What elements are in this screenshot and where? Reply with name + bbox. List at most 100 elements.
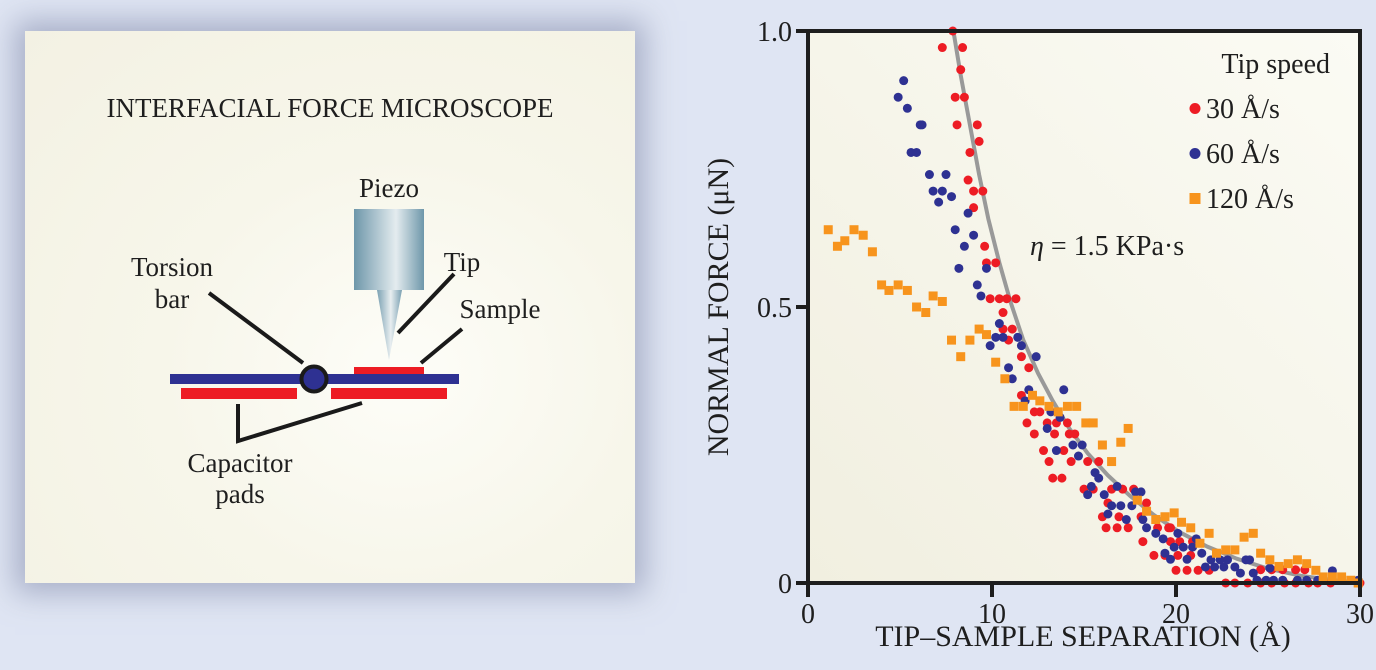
legend-marker: [1189, 193, 1201, 204]
data-point: [934, 197, 944, 207]
data-point: [899, 76, 909, 86]
data-point: [972, 120, 982, 130]
y-tick-label: 0: [778, 569, 792, 600]
data-point: [1204, 528, 1214, 538]
fit-curve: [951, 30, 1361, 585]
data-point: [1256, 565, 1266, 575]
data-point: [1193, 565, 1203, 575]
data-point: [937, 186, 947, 196]
data-point: [1265, 555, 1275, 565]
data-point: [963, 208, 973, 218]
label-torsion-line2: bar: [155, 284, 189, 314]
data-point: [1239, 532, 1249, 542]
data-point: [823, 225, 833, 235]
label-capacitor-line2: pads: [215, 479, 265, 509]
data-point: [1188, 542, 1198, 552]
data-point: [974, 136, 984, 146]
data-point: [1107, 501, 1117, 511]
eta-symbol: η: [1030, 231, 1044, 262]
data-point: [1123, 423, 1133, 433]
data-point: [912, 302, 922, 312]
data-point: [1160, 512, 1170, 522]
data-point: [1062, 401, 1072, 411]
data-point: [980, 241, 990, 251]
label-sample: Sample: [460, 294, 541, 324]
data-point: [1107, 457, 1117, 467]
data-point: [1142, 523, 1152, 533]
data-point: [1050, 429, 1060, 439]
data-point: [849, 225, 859, 235]
data-point: [981, 330, 991, 340]
data-point: [1178, 542, 1188, 552]
data-point: [1044, 457, 1054, 467]
data-point: [1221, 545, 1231, 555]
data-point: [1057, 473, 1067, 483]
data-point: [1072, 401, 1082, 411]
x-axis-label: TIP–SAMPLE SEPARATION (Å): [875, 620, 1291, 653]
data-point: [956, 65, 966, 75]
data-point: [1346, 575, 1356, 585]
y-tick-label: 0.5: [757, 293, 792, 324]
data-point: [902, 285, 912, 295]
data-point: [1160, 548, 1170, 558]
series-2: [823, 225, 1363, 588]
data-point: [1132, 495, 1142, 505]
label-capacitor-line1: Capacitor: [188, 448, 293, 478]
data-point: [1027, 390, 1037, 400]
data-point: [840, 236, 850, 246]
x-tick-label: 10: [978, 599, 1006, 630]
data-point: [1081, 418, 1091, 428]
data-point: [1142, 506, 1152, 516]
viscosity-annotation: η = 1.5 KPa·s: [1030, 231, 1184, 262]
data-point: [947, 192, 957, 202]
data-point: [1083, 490, 1093, 500]
data-point: [1311, 565, 1321, 575]
data-point: [937, 296, 947, 306]
data-point: [1070, 429, 1080, 439]
data-point: [1182, 554, 1192, 564]
data-point: [956, 352, 966, 362]
data-point: [1142, 498, 1152, 508]
legend-title: Tip speed: [1221, 49, 1330, 80]
microscope-diagram: INTERFACIAL FORCE MICROSCOPE Piezo Tip S…: [106, 93, 553, 509]
data-point: [1000, 374, 1010, 384]
data-point: [1007, 324, 1017, 334]
data-point: [952, 120, 962, 130]
data-point: [1151, 515, 1161, 525]
data-point: [947, 335, 957, 345]
data-point: [1059, 385, 1069, 395]
data-point: [1186, 523, 1196, 533]
data-point: [974, 324, 984, 334]
data-point: [1051, 446, 1061, 456]
data-point: [921, 308, 931, 318]
leader-tip: [396, 272, 456, 335]
data-point: [1044, 401, 1054, 411]
data-point: [1099, 490, 1109, 500]
data-point: [1042, 423, 1052, 433]
data-point: [877, 280, 887, 290]
data-point: [1327, 572, 1337, 582]
data-point: [1165, 523, 1175, 533]
x-tick-label: 20: [1162, 599, 1190, 630]
data-point: [912, 147, 922, 157]
data-point: [1169, 542, 1179, 552]
series-0: [937, 26, 1365, 588]
data-point: [978, 186, 988, 196]
data-point: [1097, 440, 1107, 450]
piezo-block: [354, 209, 424, 290]
data-point: [1149, 550, 1159, 560]
data-point: [965, 335, 975, 345]
data-point: [1022, 418, 1032, 428]
data-point: [1165, 554, 1175, 564]
data-point: [1053, 407, 1063, 417]
capacitor-pad-right: [331, 388, 447, 399]
label-piezo: Piezo: [359, 173, 419, 203]
data-point: [1302, 559, 1312, 569]
data-point: [1256, 548, 1266, 558]
data-point: [1094, 473, 1104, 483]
label-torsion-line1: Torsion: [131, 252, 214, 282]
data-point: [884, 285, 894, 295]
data-point: [1291, 565, 1301, 575]
data-point: [959, 92, 969, 102]
